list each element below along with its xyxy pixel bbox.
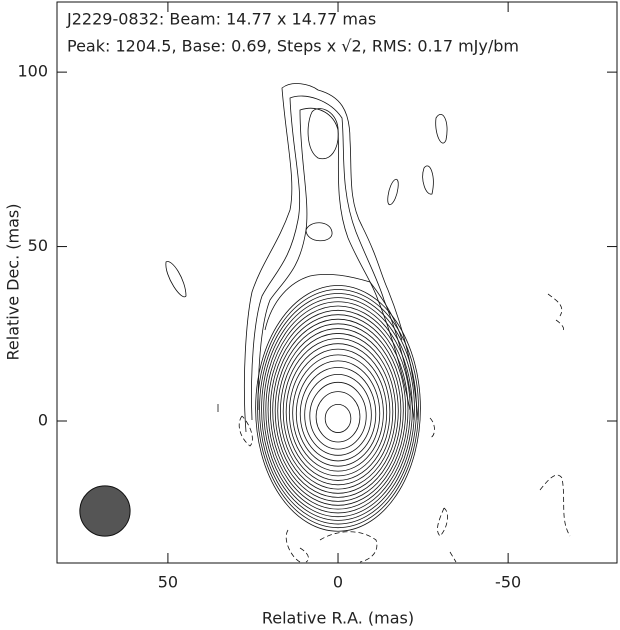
- chart-title: J2229-0832: Beam: 14.77 x 14.77 mas: [66, 10, 376, 29]
- contour-line: [259, 293, 417, 525]
- x-axis-label: Relative R.A. (mas): [262, 609, 414, 628]
- contour-line: [285, 343, 391, 481]
- contour-line: [257, 289, 419, 529]
- contour-line: [265, 305, 411, 514]
- beam: [79, 485, 131, 537]
- contour-line: [277, 328, 399, 494]
- contour-line: [274, 323, 402, 498]
- contour-line: [269, 314, 407, 506]
- contour-line: [288, 348, 388, 477]
- contour-line: [280, 333, 397, 490]
- y-axis-label: Relative Dec. (mas): [4, 204, 23, 361]
- contour-line: [295, 360, 381, 467]
- contour-line: [304, 373, 372, 456]
- chart-subtitle: Peak: 1204.5, Base: 0.69, Steps x √2, RM…: [67, 37, 519, 56]
- contour-line: [292, 354, 384, 472]
- y-tick-label: 50: [28, 236, 48, 255]
- contour-line: [255, 285, 421, 532]
- contour-line: [272, 318, 404, 502]
- x-tick-label: 50: [158, 573, 178, 592]
- y-tick-label: 100: [17, 62, 48, 81]
- contour-line: [309, 381, 367, 450]
- contour-line: [267, 309, 409, 510]
- contour-line: [324, 403, 352, 433]
- contour-line: [261, 297, 415, 521]
- contour-line: [282, 338, 394, 486]
- y-tick-label: 0: [38, 411, 48, 430]
- x-tick-label: -50: [495, 573, 521, 592]
- contour-line: [299, 366, 377, 462]
- contour-line: [315, 391, 361, 443]
- contour-line: [263, 301, 413, 518]
- jet-contours: [165, 83, 571, 563]
- x-tick-label: 0: [333, 573, 343, 592]
- plot-frame: [56, 1, 618, 564]
- core-contours: [255, 285, 421, 532]
